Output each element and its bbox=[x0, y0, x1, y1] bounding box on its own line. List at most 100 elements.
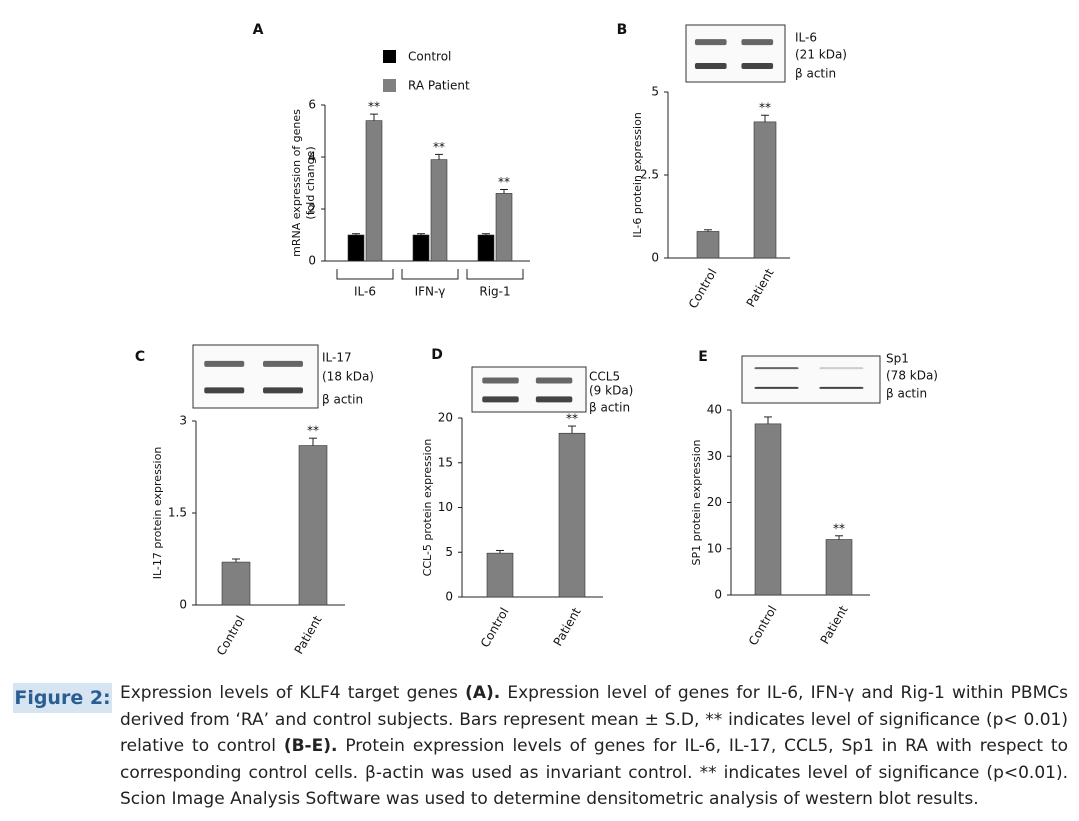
x-tick-label: Control bbox=[746, 603, 780, 648]
blot-label: (78 kDa) bbox=[886, 369, 938, 383]
y-tick-label: 10 bbox=[707, 541, 722, 555]
bar bbox=[221, 561, 251, 606]
blot-band bbox=[535, 377, 573, 384]
blot-band bbox=[741, 39, 774, 46]
bar bbox=[754, 423, 782, 596]
y-tick-label: 6 bbox=[308, 98, 316, 112]
category-bracket bbox=[336, 269, 394, 280]
figure: A 0 2 4 6 mRNA expression of genes (fold chang… bbox=[135, 22, 938, 658]
bar bbox=[430, 159, 448, 262]
y-tick-label: 2.5 bbox=[640, 168, 659, 182]
blot-frame bbox=[685, 24, 786, 83]
blot-band bbox=[263, 360, 303, 367]
y-tick-label: 1.5 bbox=[168, 506, 187, 520]
x-tick-label: Patient bbox=[551, 605, 584, 648]
caption: Expression levels of KLF4 target genes (… bbox=[120, 680, 1068, 813]
y-tick-label: 4 bbox=[308, 150, 316, 164]
legend-label: RA Patient bbox=[408, 79, 470, 93]
x-tick-label: Control bbox=[478, 605, 512, 650]
y-tick-label: 15 bbox=[438, 455, 453, 469]
blot-frame bbox=[192, 344, 319, 409]
x-tick-label: Control bbox=[214, 613, 248, 658]
blot-band bbox=[754, 367, 799, 370]
bar bbox=[477, 234, 495, 262]
y-tick-label: 10 bbox=[438, 500, 453, 514]
bar bbox=[486, 552, 514, 598]
blot-band bbox=[535, 396, 573, 403]
significance: ** bbox=[566, 412, 578, 426]
y-tick-label: 40 bbox=[707, 403, 722, 417]
x-tick-label: Control bbox=[686, 266, 720, 311]
significance: ** bbox=[759, 101, 771, 115]
x-tick-label: Patient bbox=[292, 613, 325, 656]
y-axis-label: mRNA expression of genes bbox=[290, 109, 303, 257]
blot-label: β actin bbox=[886, 387, 927, 401]
legend-label: Control bbox=[408, 50, 451, 64]
y-axis-label: (fold change) bbox=[304, 146, 317, 219]
bar bbox=[365, 120, 383, 262]
blot-band bbox=[482, 396, 519, 403]
y-axis-label: IL-6 protein expression bbox=[631, 112, 644, 238]
bar bbox=[825, 539, 853, 596]
caption-text: Expression level of genes for IL-6, IFN-… bbox=[120, 683, 1068, 756]
blot-band bbox=[694, 39, 727, 46]
blot-band bbox=[204, 360, 245, 367]
blot-frame bbox=[741, 355, 881, 404]
y-tick-label: 0 bbox=[651, 251, 659, 265]
blot-band bbox=[819, 367, 864, 370]
caption-text: Protein expression levels of genes for I… bbox=[120, 736, 1068, 809]
y-tick-label: 20 bbox=[707, 495, 722, 509]
bar bbox=[753, 121, 777, 259]
y-tick-label: 2 bbox=[308, 202, 316, 216]
caption-bold: (B-E). bbox=[283, 736, 338, 756]
category-bracket bbox=[401, 269, 459, 280]
y-axis-label: CCL-5 protein expression bbox=[421, 439, 434, 577]
panel-letter: B bbox=[617, 22, 628, 38]
figure-label: Figure 2: bbox=[13, 683, 112, 713]
significance: ** bbox=[368, 100, 380, 114]
blot-label: β actin bbox=[589, 401, 630, 415]
significance: ** bbox=[433, 140, 445, 154]
blot-label: IL-17 bbox=[322, 351, 352, 365]
x-tick-label: Patient bbox=[818, 603, 851, 646]
blot-band bbox=[754, 386, 799, 389]
blot-label: (18 kDa) bbox=[322, 370, 374, 384]
bar bbox=[347, 234, 365, 262]
significance: ** bbox=[833, 521, 845, 535]
blot-band bbox=[204, 387, 245, 394]
bar bbox=[298, 445, 328, 606]
bar bbox=[696, 231, 720, 259]
bar bbox=[412, 234, 430, 262]
x-tick-label: IL-6 bbox=[354, 285, 376, 299]
blot-label: β actin bbox=[322, 393, 363, 407]
y-axis-label: SP1 protein expression bbox=[690, 439, 703, 565]
x-tick-label: Rig-1 bbox=[479, 285, 510, 299]
x-tick-label: IFN-γ bbox=[415, 285, 446, 299]
blot-band bbox=[263, 387, 303, 394]
bar bbox=[495, 193, 513, 262]
blot-label: CCL5 bbox=[589, 370, 620, 384]
legend-swatch bbox=[383, 79, 396, 92]
panel-letter: C bbox=[135, 349, 145, 365]
blot-label: (9 kDa) bbox=[589, 384, 633, 398]
caption-bold: (A). bbox=[465, 683, 501, 703]
y-tick-label: 30 bbox=[707, 449, 722, 463]
x-tick-label: Patient bbox=[744, 266, 777, 309]
caption-text: Expression levels of KLF4 target genes bbox=[120, 683, 466, 703]
blot-band bbox=[819, 386, 864, 389]
panel-letter: A bbox=[253, 22, 264, 38]
blot-label: β actin bbox=[795, 67, 836, 81]
blot-label: IL-6 bbox=[795, 31, 817, 45]
legend-swatch bbox=[383, 50, 396, 63]
blot-band bbox=[694, 63, 727, 70]
y-tick-label: 0 bbox=[308, 254, 316, 268]
blot-frame bbox=[471, 366, 587, 413]
y-tick-label: 0 bbox=[179, 598, 187, 612]
blot-band bbox=[741, 63, 774, 70]
y-axis-label: IL-17 protein expression bbox=[151, 447, 164, 580]
category-bracket bbox=[466, 269, 524, 280]
y-tick-label: 5 bbox=[445, 545, 453, 559]
y-tick-label: 0 bbox=[445, 590, 453, 604]
y-tick-label: 3 bbox=[179, 414, 187, 428]
blot-band bbox=[482, 377, 519, 384]
